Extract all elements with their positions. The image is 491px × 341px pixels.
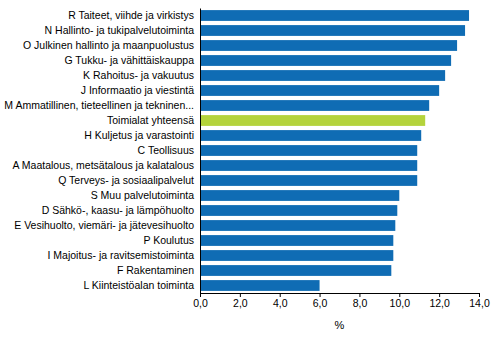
bar — [200, 250, 393, 261]
category-label: G Tukku- ja vähittäiskauppa — [64, 54, 194, 66]
x-tick-label: 14,0 — [469, 297, 490, 309]
category-label: Toimialat yhteensä — [107, 114, 194, 126]
category-label: P Koulutus — [143, 234, 194, 246]
y-axis-line — [200, 9, 201, 294]
x-tick-mark — [359, 293, 360, 297]
category-label: H Kuljetus ja varastointi — [84, 129, 194, 141]
bar — [200, 190, 399, 201]
y-tick: J Informaatio ja viestintä — [81, 84, 200, 96]
y-tick: Toimialat yhteensä — [107, 114, 200, 126]
x-tick-label: 4,0 — [273, 297, 288, 309]
y-tick: L Kiinteistöalan toiminta — [83, 279, 200, 291]
y-tick: D Sähkö-, kaasu- ja lämpöhuolto — [42, 204, 200, 216]
y-axis: R Taiteet, viihde ja virkistys N Hallinto… — [4, 9, 200, 294]
y-tick: K Rahoitus- ja vakuutus — [83, 69, 200, 81]
plot: R Taiteet, viihde ja virkistys N Hallinto… — [4, 9, 490, 332]
y-tick: O Julkinen hallinto ja maanpuolustus — [23, 39, 200, 51]
category-label: N Hallinto- ja tukipalvelutoiminta — [45, 24, 195, 36]
y-tick: Q Terveys- ja sosiaalipalvelut — [58, 174, 200, 186]
category-label: O Julkinen hallinto ja maanpuolustus — [23, 39, 194, 51]
y-tick: R Taiteet, viihde ja virkistys — [68, 9, 200, 21]
x-tick-label: 6,0 — [313, 297, 328, 309]
y-tick: S Muu palvelutoiminta — [91, 189, 200, 201]
x-tick-label: 8,0 — [353, 297, 368, 309]
bar — [200, 85, 439, 96]
y-tick: H Kuljetus ja varastointi — [84, 129, 200, 141]
chart: R Taiteet, viihde ja virkistys N Hallinto… — [0, 0, 491, 341]
bar — [200, 280, 320, 291]
category-label: M Ammatillinen, tieteellinen ja tekninen… — [4, 99, 194, 111]
x-tick: 8,0 — [353, 293, 368, 309]
x-tick-mark — [320, 293, 321, 297]
category-label: L Kiinteistöalan toiminta — [83, 279, 194, 291]
x-tick-mark — [280, 293, 281, 297]
category-label: I Majoitus- ja ravitsemistoiminta — [48, 249, 195, 261]
bars — [200, 10, 469, 291]
bar — [200, 100, 429, 111]
bar — [200, 145, 417, 156]
x-tick: 0,0 — [193, 293, 208, 309]
x-tick-label: 0,0 — [193, 297, 208, 309]
category-label: K Rahoitus- ja vakuutus — [83, 69, 194, 81]
x-tick-label: 10,0 — [390, 297, 411, 309]
x-tick-mark — [439, 293, 440, 297]
category-label: J Informaatio ja viestintä — [81, 84, 194, 96]
category-label: F Rakentaminen — [117, 264, 194, 276]
bar — [200, 265, 391, 276]
x-tick: 10,0 — [390, 293, 411, 309]
x-axis: 0,0 2,0 4,0 6,0 8,0 10,0 12,0 14,0 — [193, 293, 490, 309]
category-label: Q Terveys- ja sosiaalipalvelut — [58, 174, 194, 186]
y-tick: I Majoitus- ja ravitsemistoiminta — [48, 249, 200, 261]
y-tick: P Koulutus — [143, 234, 200, 246]
bar — [200, 40, 457, 51]
y-tick: G Tukku- ja vähittäiskauppa — [64, 54, 200, 66]
bar — [200, 115, 425, 126]
bar — [200, 160, 417, 171]
bar — [200, 70, 445, 81]
bar — [200, 175, 417, 186]
x-tick-mark — [200, 293, 201, 297]
category-label: A Maatalous, metsätalous ja kalatalous — [12, 159, 194, 171]
x-tick-mark — [240, 293, 241, 297]
x-tick: 4,0 — [273, 293, 288, 309]
x-tick-mark — [399, 293, 400, 297]
bar — [200, 220, 395, 231]
category-label: C Teollisuus — [138, 144, 194, 156]
y-tick: C Teollisuus — [138, 144, 200, 156]
bar — [200, 130, 421, 141]
y-tick: N Hallinto- ja tukipalvelutoiminta — [45, 24, 200, 36]
y-tick: F Rakentaminen — [117, 264, 200, 276]
bar — [200, 235, 393, 246]
category-label: S Muu palvelutoiminta — [91, 189, 194, 201]
y-tick: A Maatalous, metsätalous ja kalatalous — [12, 159, 200, 171]
x-tick: 12,0 — [429, 293, 450, 309]
bar — [200, 25, 465, 36]
category-label: E Vesihuolto, viemäri- ja jätevesihuolto — [14, 219, 194, 231]
x-tick: 14,0 — [469, 293, 490, 309]
category-label: D Sähkö-, kaasu- ja lämpöhuolto — [42, 204, 194, 216]
bar — [200, 55, 451, 66]
y-tick: E Vesihuolto, viemäri- ja jätevesihuolto — [14, 219, 200, 231]
category-label: R Taiteet, viihde ja virkistys — [68, 9, 194, 21]
x-tick: 2,0 — [233, 293, 248, 309]
bar — [200, 10, 469, 21]
x-tick: 6,0 — [313, 293, 328, 309]
x-tick-mark — [479, 293, 480, 297]
x-tick-label: 12,0 — [429, 297, 450, 309]
x-tick-label: 2,0 — [233, 297, 248, 309]
bar — [200, 205, 397, 216]
x-axis-title: % — [335, 319, 345, 331]
y-tick: M Ammatillinen, tieteellinen ja tekninen… — [4, 99, 200, 111]
